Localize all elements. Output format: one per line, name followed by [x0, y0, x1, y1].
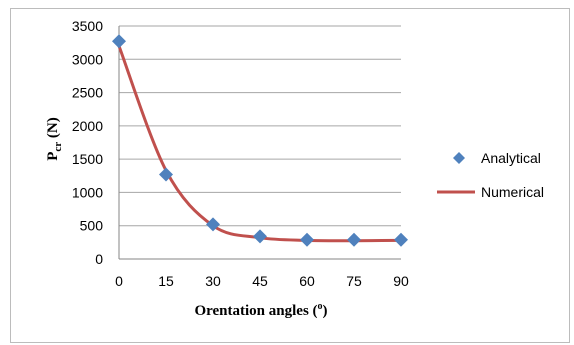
gridlines — [119, 25, 401, 227]
x-axis-title: Orentation angles (o) — [194, 301, 327, 319]
legend: Analytical Numerical — [437, 150, 544, 200]
y-tick-label-2000: 2000 — [72, 118, 103, 134]
y-tick-label-3500: 3500 — [72, 18, 103, 34]
legend-marker-analytical — [453, 152, 465, 164]
analytical-point-60 — [300, 232, 314, 247]
axes — [118, 26, 401, 260]
analytical-point-30 — [206, 217, 220, 232]
x-tick-label-45: 45 — [252, 273, 268, 289]
x-tick-label-90: 90 — [393, 273, 409, 289]
y-axis-title: Pcr (N) — [45, 117, 64, 161]
x-tick-label-15: 15 — [158, 273, 174, 289]
x-tick-label-75: 75 — [346, 273, 362, 289]
analytical-point-15 — [159, 167, 173, 182]
y-tick-label-2500: 2500 — [72, 85, 103, 101]
y-tick-label-1500: 1500 — [72, 151, 103, 167]
y-tick-label-1000: 1000 — [72, 184, 103, 200]
x-tick-label-60: 60 — [299, 273, 315, 289]
analytical-point-45 — [253, 229, 267, 244]
x-tick-label-30: 30 — [205, 273, 221, 289]
y-tick-label-3000: 3000 — [72, 51, 103, 67]
series — [112, 34, 408, 247]
legend-label-analytical: Analytical — [481, 150, 541, 166]
y-tick-labels: 0 500 1000 1500 2000 2500 3000 3500 — [72, 18, 103, 267]
y-tick-label-500: 500 — [80, 218, 104, 234]
analytical-point-75 — [347, 232, 361, 247]
analytical-point-90 — [394, 232, 408, 247]
chart-svg: 0 500 1000 1500 2000 2500 3000 3500 0 15 30 45 60 75… — [45, 18, 544, 319]
x-tick-label-0: 0 — [115, 273, 123, 289]
x-tick-labels: 0 15 30 45 60 75 90 — [115, 273, 409, 289]
analytical-point-0 — [112, 34, 126, 49]
chart-area: 0 500 1000 1500 2000 2500 3000 3500 0 15 30 45 60 75… — [10, 8, 570, 343]
numerical-series-line — [117, 45, 402, 243]
legend-label-numerical: Numerical — [481, 184, 544, 200]
y-tick-label-0: 0 — [95, 251, 103, 267]
